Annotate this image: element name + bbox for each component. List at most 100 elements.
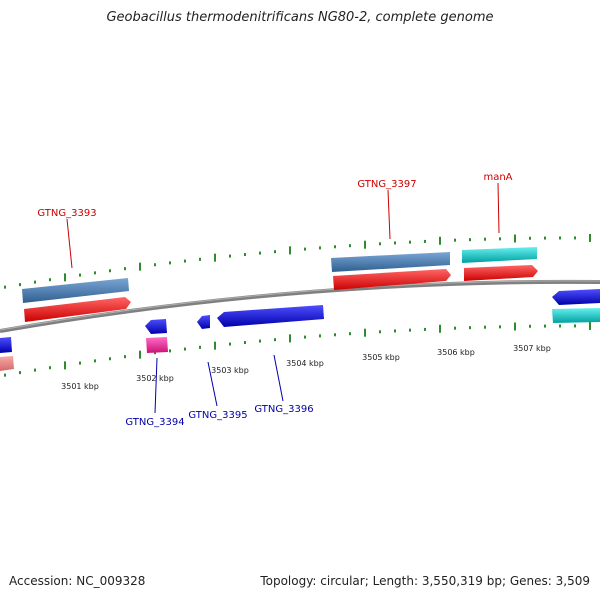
outer-tick-10 — [154, 263, 156, 267]
genome-title: Geobacillus thermodenitrificans NG80-2, … — [106, 10, 494, 25]
outer-tick-22 — [334, 245, 336, 249]
genome-backbone — [0, 279, 600, 333]
outer-tick-30 — [454, 238, 456, 242]
inner-tick-1 — [19, 371, 21, 375]
inner-tick-16 — [244, 341, 246, 345]
outer-tick-20 — [304, 247, 306, 251]
label-gtng-3396[interactable]: GTNG_3396 — [254, 404, 313, 415]
leader-gtng-3393 — [66, 218, 73, 269]
inner-tick-24 — [364, 328, 366, 337]
outer-tick-16 — [244, 253, 246, 257]
inner-tick-9 — [139, 350, 141, 359]
label-gtng-3397[interactable]: GTNG_3397 — [357, 179, 416, 190]
inner-tick-0 — [4, 373, 6, 377]
outer-tick-38 — [574, 236, 576, 240]
label-gtng-3395[interactable]: GTNG_3395 — [188, 410, 247, 421]
outer-tick-13 — [199, 257, 201, 261]
genes-value: 3,509 — [555, 574, 590, 588]
gene-arrow-gtng-3395[interactable] — [197, 315, 210, 329]
gene-feature-cyan-1[interactable] — [462, 247, 537, 263]
inner-tick-14 — [214, 341, 216, 350]
inner-tick-7 — [109, 357, 111, 361]
inner-tick-15 — [229, 342, 231, 346]
inner-tick-track — [4, 321, 591, 377]
length-label: Length: — [372, 574, 419, 588]
inner-tick-12 — [184, 347, 186, 351]
outer-tick-35 — [529, 236, 531, 240]
scale-label-3506: 3506 kbp — [437, 348, 475, 357]
gene-feature-cyan-2[interactable] — [552, 308, 600, 323]
gene-arrow-gtng-3393[interactable] — [24, 297, 131, 322]
gene-arrow-gtng-3397[interactable] — [333, 269, 451, 290]
inner-tick-28 — [424, 327, 426, 331]
inner-tick-10 — [154, 351, 156, 355]
outer-tick-24 — [364, 240, 366, 249]
outer-tick-31 — [469, 238, 471, 242]
inner-tick-3 — [49, 366, 51, 370]
inner-tick-22 — [334, 333, 336, 337]
inner-tick-13 — [199, 345, 201, 349]
outer-tick-27 — [409, 240, 411, 244]
reverse-features — [0, 289, 600, 371]
inner-tick-33 — [499, 325, 501, 329]
inner-tick-23 — [349, 332, 351, 336]
gene-feature-steelblue-2[interactable] — [331, 252, 450, 272]
inner-tick-20 — [304, 335, 306, 339]
leader-gtng-3396 — [273, 354, 284, 402]
leader-gtng-3395 — [207, 361, 218, 407]
inner-tick-29 — [439, 324, 441, 333]
gene-feature-steelblue-1[interactable] — [22, 278, 129, 303]
gene-feature-salmon[interactable] — [0, 356, 14, 371]
label-gtng-3393[interactable]: GTNG_3393 — [37, 208, 96, 219]
inner-tick-8 — [124, 355, 126, 359]
genes-label: Genes: — [509, 574, 552, 588]
gene-arrow-gtng-3394[interactable] — [145, 319, 167, 334]
inner-tick-39 — [589, 321, 591, 330]
scale-label-3507: 3507 kbp — [513, 344, 551, 353]
outer-tick-15 — [229, 254, 231, 258]
label-gtng-3394[interactable]: GTNG_3394 — [125, 417, 184, 428]
scale-labels: 3501 kbp 3502 kbp 3503 kbp 3504 kbp 3505… — [61, 344, 551, 391]
label-mana[interactable]: manA — [483, 172, 512, 183]
inner-tick-2 — [34, 368, 36, 372]
inner-tick-25 — [379, 330, 381, 334]
accession-value: NC_009328 — [76, 574, 146, 588]
leader-gtng-3394 — [154, 357, 158, 414]
leader-mana — [497, 182, 500, 234]
accession-label: Accession: — [9, 574, 73, 588]
inner-tick-38 — [574, 324, 576, 328]
genome-backbone-highlight — [0, 280, 600, 331]
inner-tick-11 — [169, 349, 171, 353]
topology-label: Topology: — [260, 574, 317, 588]
inner-tick-32 — [484, 325, 486, 329]
forward-features — [22, 247, 538, 322]
gene-arrow-gtng-3396[interactable] — [217, 305, 324, 327]
label-leaders — [66, 182, 500, 414]
outer-tick-7 — [109, 269, 111, 273]
inner-tick-5 — [79, 361, 81, 365]
inner-tick-30 — [454, 326, 456, 330]
outer-tick-14 — [214, 253, 216, 262]
topology-value: circular — [320, 574, 365, 588]
gene-arrow-mana[interactable] — [464, 265, 538, 281]
inner-tick-4 — [64, 361, 66, 370]
gene-feature-magenta[interactable] — [146, 337, 168, 353]
outer-tick-26 — [394, 241, 396, 245]
outer-tick-1 — [19, 283, 21, 287]
inner-tick-36 — [544, 324, 546, 328]
gene-arrow-right-edge[interactable] — [552, 289, 600, 305]
outer-tick-32 — [484, 237, 486, 241]
inner-tick-6 — [94, 359, 96, 363]
outer-tick-36 — [544, 236, 546, 240]
gene-arrow-left-edge[interactable] — [0, 337, 12, 353]
inner-tick-18 — [274, 338, 276, 342]
scale-label-3504: 3504 kbp — [286, 359, 324, 368]
outer-tick-9 — [139, 262, 141, 271]
outer-tick-25 — [379, 242, 381, 246]
inner-tick-34 — [514, 322, 516, 331]
inner-tick-17 — [259, 339, 261, 343]
outer-tick-21 — [319, 246, 321, 250]
outer-tick-39 — [589, 233, 591, 242]
outer-tick-12 — [184, 259, 186, 263]
outer-tick-11 — [169, 261, 171, 265]
